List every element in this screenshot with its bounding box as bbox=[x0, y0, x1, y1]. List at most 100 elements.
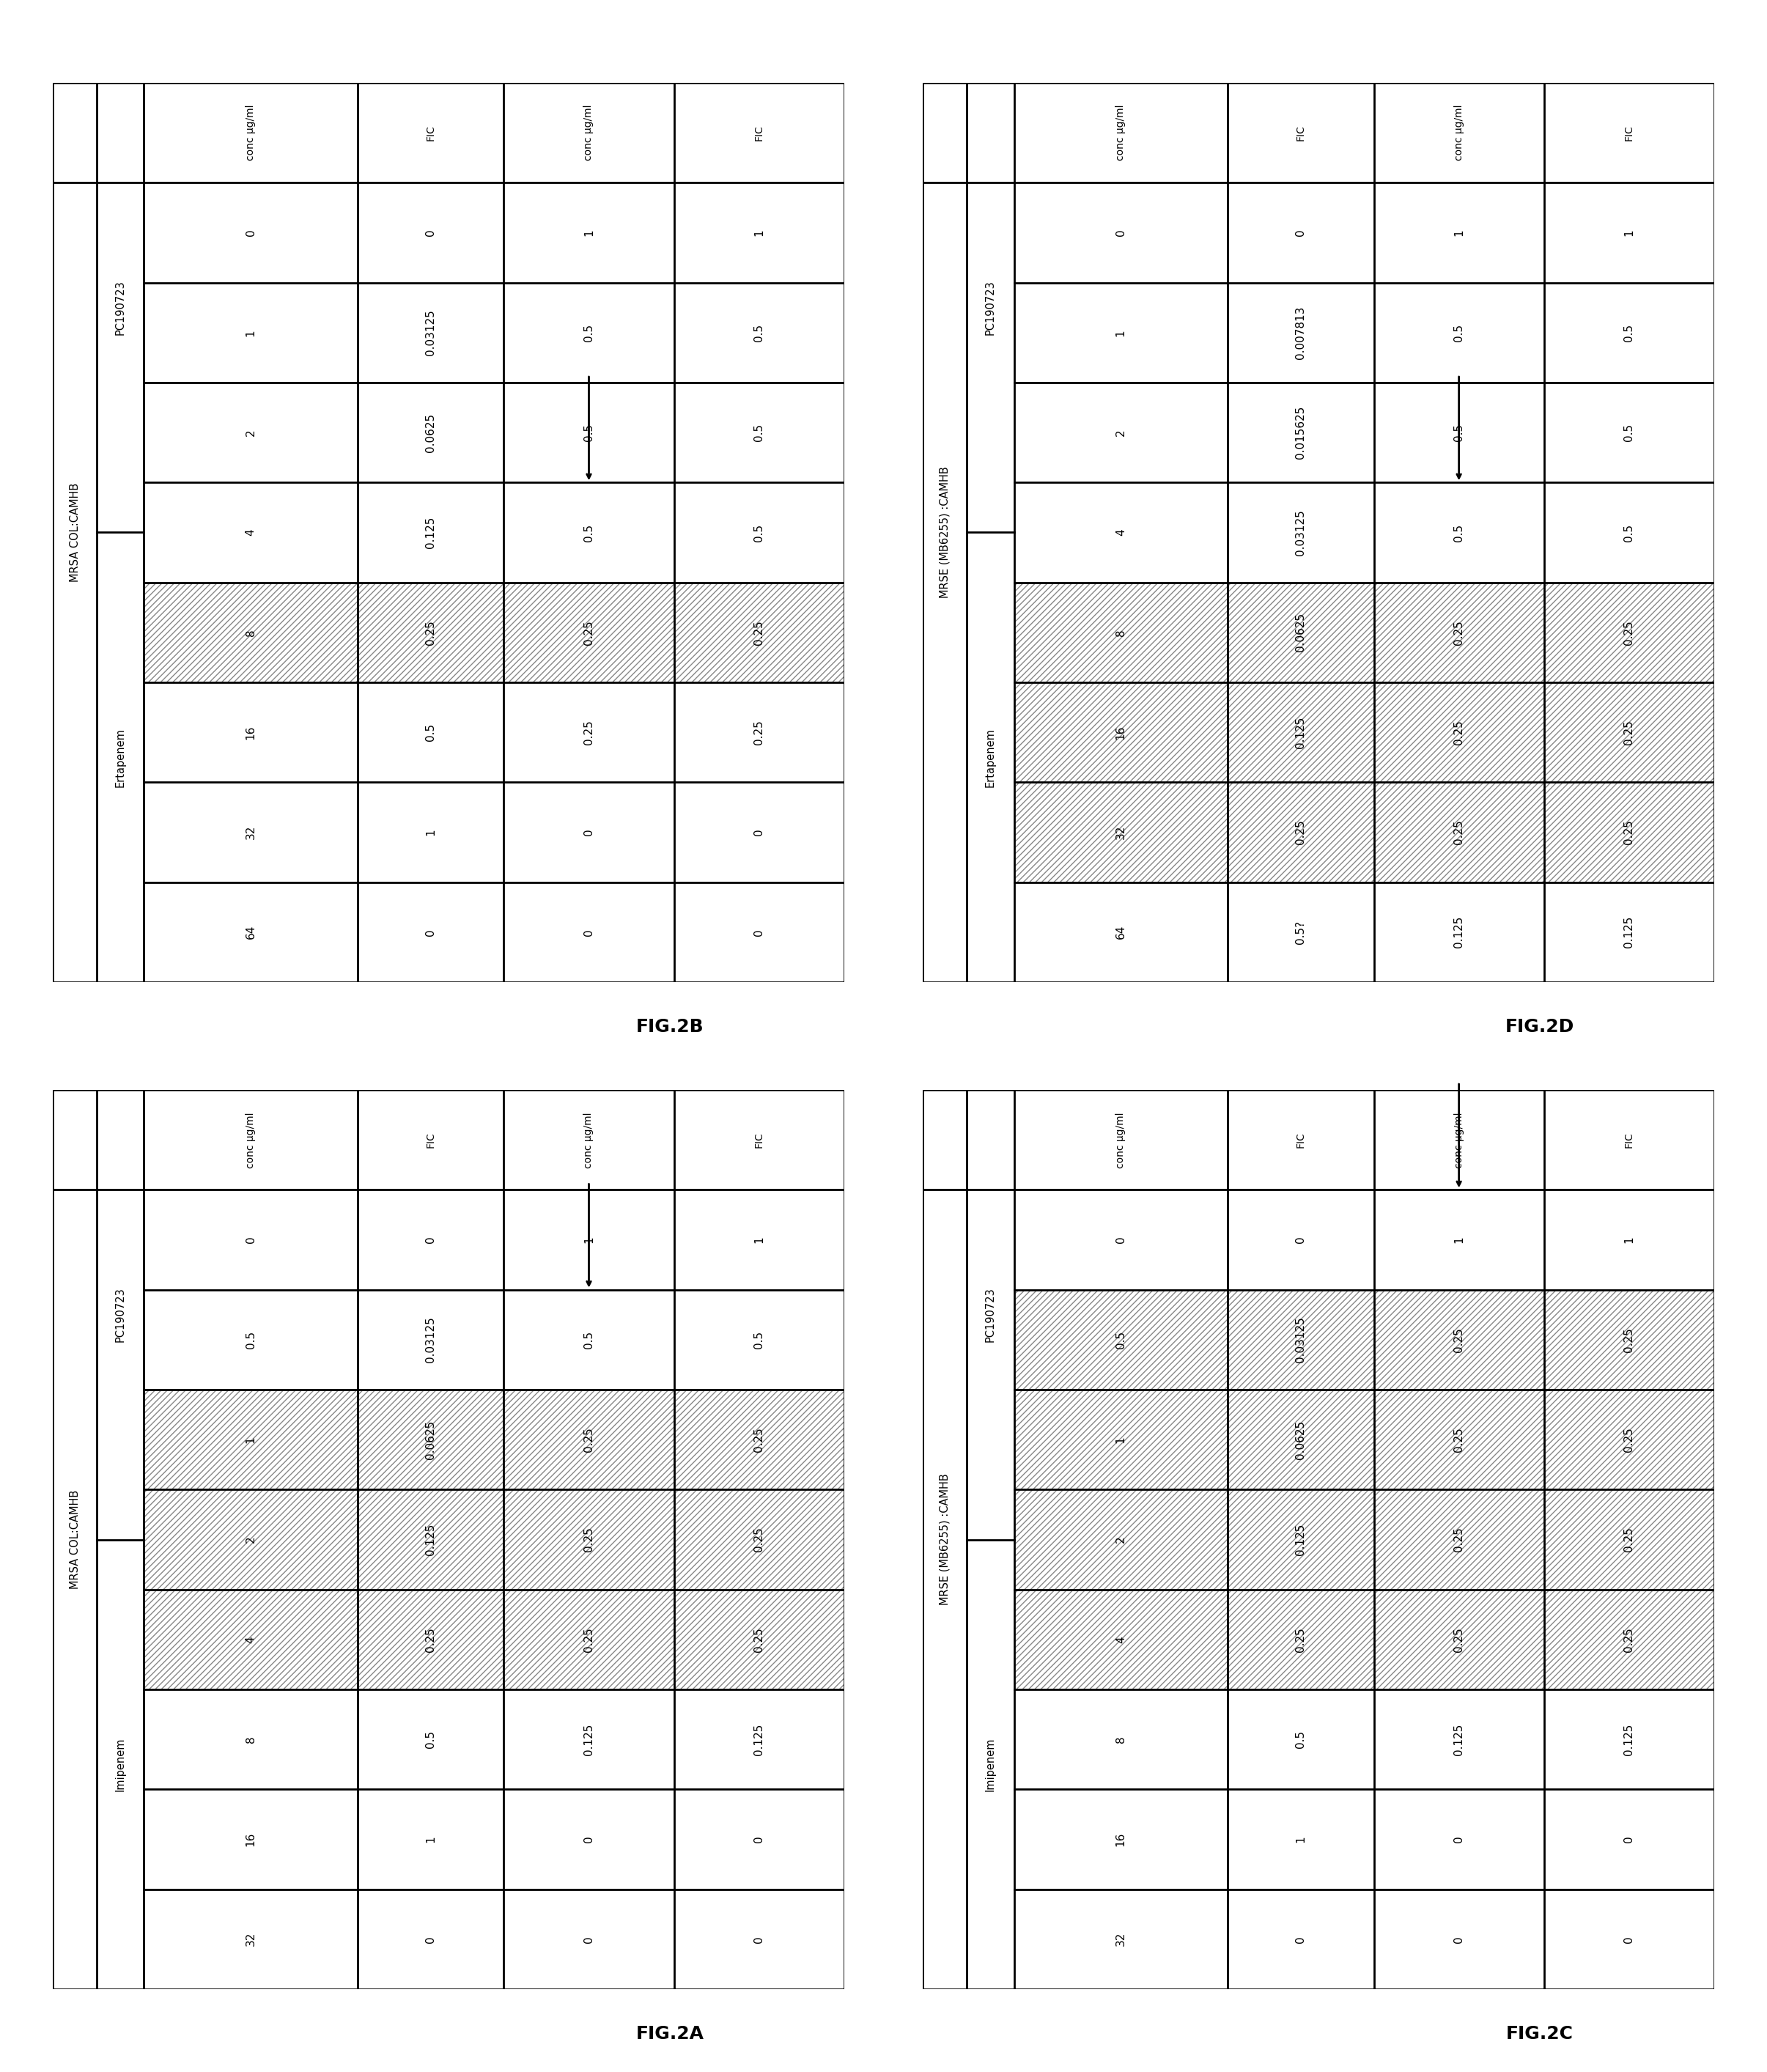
Text: 0.007813: 0.007813 bbox=[1295, 307, 1306, 358]
Bar bbox=[1014, 1490, 1714, 1589]
Text: 0.03125: 0.03125 bbox=[426, 1316, 436, 1363]
Text: 1: 1 bbox=[1624, 1237, 1634, 1243]
Text: 1: 1 bbox=[583, 230, 594, 236]
Text: PC190723: PC190723 bbox=[115, 280, 125, 336]
Text: 0.25: 0.25 bbox=[1624, 821, 1634, 845]
Text: conc μg/ml: conc μg/ml bbox=[1454, 106, 1465, 162]
Text: 0: 0 bbox=[583, 928, 594, 937]
Text: 0.125: 0.125 bbox=[1624, 1724, 1634, 1755]
Text: 0: 0 bbox=[583, 1935, 594, 1944]
Text: conc μg/ml: conc μg/ml bbox=[246, 1113, 256, 1169]
Text: Imipenem: Imipenem bbox=[984, 1738, 997, 1792]
Bar bbox=[143, 1589, 845, 1689]
Bar bbox=[143, 1490, 845, 1589]
Text: 0.25: 0.25 bbox=[1454, 1627, 1465, 1651]
Text: 0.25: 0.25 bbox=[753, 1627, 765, 1651]
Text: 0: 0 bbox=[753, 829, 765, 835]
Text: FIC: FIC bbox=[1295, 124, 1306, 141]
Text: 2: 2 bbox=[1115, 1535, 1126, 1544]
Text: 0.5: 0.5 bbox=[1454, 323, 1465, 342]
Text: 0: 0 bbox=[753, 1935, 765, 1944]
Text: 0.125: 0.125 bbox=[753, 1724, 765, 1755]
Text: 0.125: 0.125 bbox=[583, 1724, 594, 1755]
Text: 0: 0 bbox=[1454, 1935, 1465, 1944]
Text: 0: 0 bbox=[1115, 1237, 1126, 1243]
Text: 0.25: 0.25 bbox=[426, 1627, 436, 1651]
Text: 0: 0 bbox=[583, 829, 594, 835]
Text: 0.03125: 0.03125 bbox=[1295, 1316, 1306, 1363]
Text: 1: 1 bbox=[246, 329, 256, 336]
Text: FIC: FIC bbox=[755, 1131, 763, 1148]
Text: MRSA COL:CAMHB: MRSA COL:CAMHB bbox=[69, 1490, 80, 1589]
Bar bbox=[143, 582, 845, 682]
Text: 8: 8 bbox=[1115, 628, 1126, 636]
Text: 8: 8 bbox=[246, 628, 256, 636]
Text: conc μg/ml: conc μg/ml bbox=[246, 106, 256, 162]
Bar bbox=[1014, 582, 1714, 682]
Bar bbox=[1014, 783, 1714, 883]
Text: 16: 16 bbox=[246, 1832, 256, 1846]
Bar bbox=[1014, 783, 1714, 883]
Text: 0.25: 0.25 bbox=[1454, 1328, 1465, 1353]
Text: 4: 4 bbox=[246, 1637, 256, 1643]
Text: 1: 1 bbox=[426, 829, 436, 835]
Text: 0: 0 bbox=[426, 1237, 436, 1243]
Bar bbox=[143, 1490, 845, 1589]
Text: 0: 0 bbox=[1624, 1836, 1634, 1842]
Text: 0.25: 0.25 bbox=[1624, 1428, 1634, 1452]
Text: 0.5: 0.5 bbox=[753, 323, 765, 342]
Text: FIC: FIC bbox=[426, 1131, 436, 1148]
Text: 0.5: 0.5 bbox=[583, 423, 594, 441]
Text: 0.25: 0.25 bbox=[1624, 1328, 1634, 1353]
Text: 0.5: 0.5 bbox=[426, 1730, 436, 1749]
Text: 0.5: 0.5 bbox=[426, 723, 436, 742]
Text: FIG.2C: FIG.2C bbox=[1505, 2024, 1574, 2043]
Text: 1: 1 bbox=[246, 1436, 256, 1444]
Text: 0.25: 0.25 bbox=[583, 1527, 594, 1552]
Text: 2: 2 bbox=[1115, 429, 1126, 435]
Text: 0.25: 0.25 bbox=[753, 620, 765, 644]
Text: 0.125: 0.125 bbox=[1454, 916, 1465, 949]
Text: 0.5: 0.5 bbox=[753, 423, 765, 441]
Text: MRSE (MB6255) :CAMHB: MRSE (MB6255) :CAMHB bbox=[940, 466, 951, 599]
Text: FIG.2D: FIG.2D bbox=[1505, 1017, 1574, 1036]
Text: 32: 32 bbox=[246, 825, 256, 839]
Text: 0: 0 bbox=[753, 928, 765, 937]
Text: 0.25: 0.25 bbox=[1624, 1627, 1634, 1651]
Text: Ertapenem: Ertapenem bbox=[984, 727, 997, 787]
Text: 0.03125: 0.03125 bbox=[426, 309, 436, 356]
Text: 0: 0 bbox=[753, 1836, 765, 1842]
Text: FIG.2A: FIG.2A bbox=[636, 2024, 703, 2043]
Text: Ertapenem: Ertapenem bbox=[115, 727, 125, 787]
Text: FIC: FIC bbox=[1624, 1131, 1634, 1148]
Text: 0.25: 0.25 bbox=[1454, 719, 1465, 744]
Text: 0.25: 0.25 bbox=[753, 1527, 765, 1552]
Text: 2: 2 bbox=[246, 429, 256, 435]
Text: 0.5: 0.5 bbox=[583, 1330, 594, 1349]
Bar bbox=[1014, 1390, 1714, 1490]
Text: 0: 0 bbox=[1115, 230, 1126, 236]
Bar bbox=[143, 1390, 845, 1490]
Text: 32: 32 bbox=[1115, 825, 1126, 839]
Text: 16: 16 bbox=[1115, 725, 1126, 740]
Text: 0.25: 0.25 bbox=[1295, 821, 1306, 845]
Bar bbox=[143, 582, 845, 682]
Text: 64: 64 bbox=[246, 924, 256, 939]
Text: 32: 32 bbox=[246, 1931, 256, 1946]
Text: 0.25: 0.25 bbox=[1454, 620, 1465, 644]
Text: conc μg/ml: conc μg/ml bbox=[1115, 1113, 1126, 1169]
Text: conc μg/ml: conc μg/ml bbox=[1115, 106, 1126, 162]
Text: 0.25: 0.25 bbox=[1454, 1527, 1465, 1552]
Text: 0.5: 0.5 bbox=[246, 1330, 256, 1349]
Bar bbox=[1014, 1289, 1714, 1390]
Text: 0.5: 0.5 bbox=[1454, 524, 1465, 541]
Text: 0.25: 0.25 bbox=[753, 719, 765, 744]
Text: Imipenem: Imipenem bbox=[115, 1738, 125, 1792]
Text: 0: 0 bbox=[1295, 1237, 1306, 1243]
Text: FIC: FIC bbox=[755, 124, 763, 141]
Text: 0: 0 bbox=[1624, 1935, 1634, 1944]
Text: 0.25: 0.25 bbox=[583, 620, 594, 644]
Text: 1: 1 bbox=[753, 1237, 765, 1243]
Bar bbox=[143, 1390, 845, 1490]
Text: 0.125: 0.125 bbox=[1295, 1523, 1306, 1556]
